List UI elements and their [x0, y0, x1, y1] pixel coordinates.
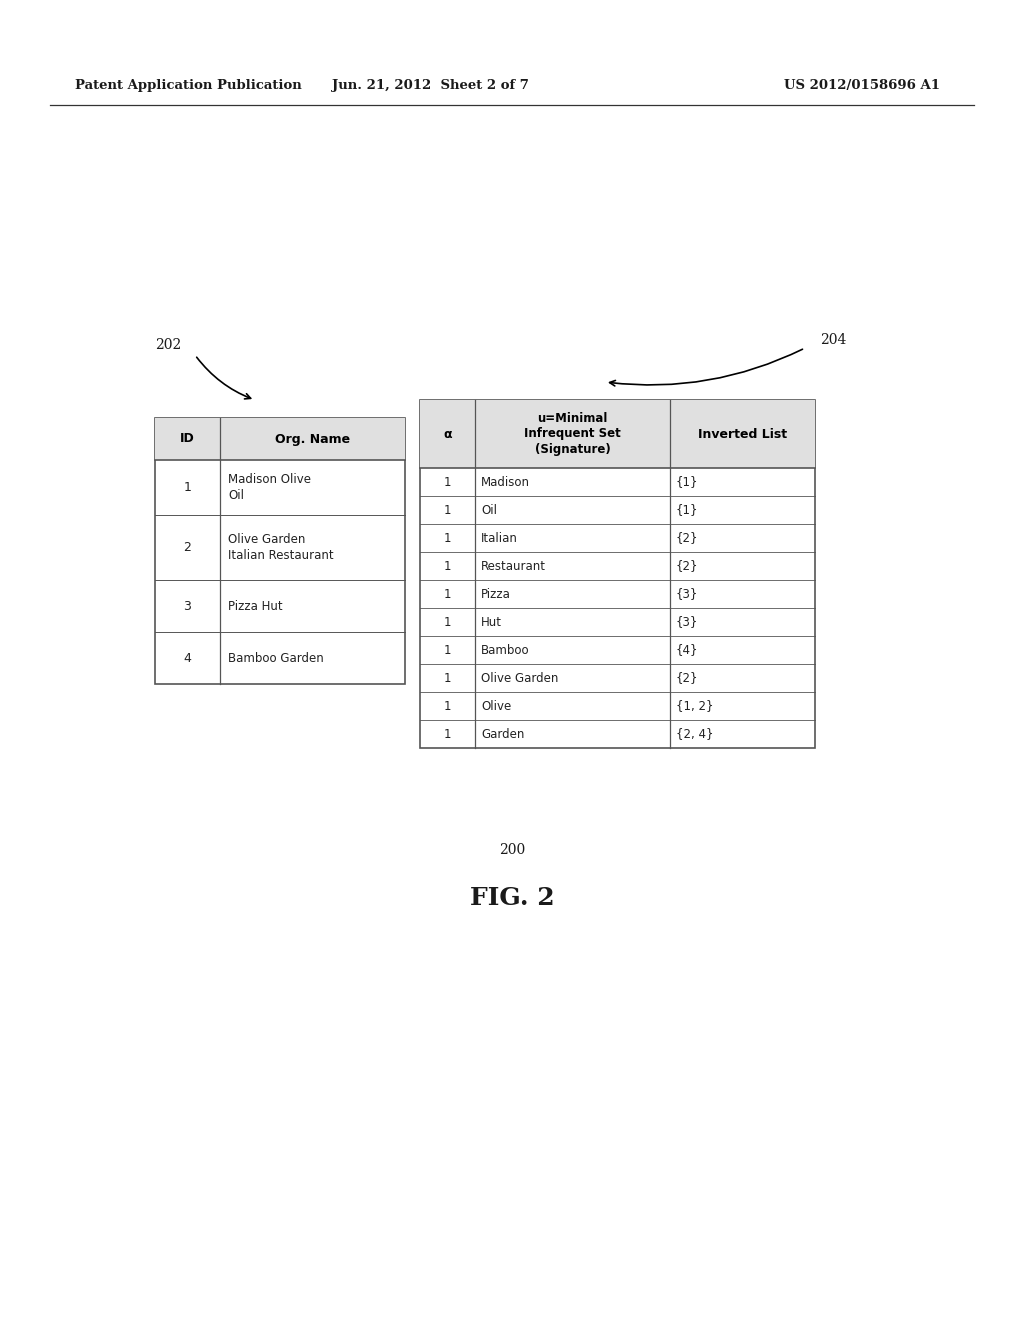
Text: {3}: {3}: [676, 615, 698, 628]
Text: Patent Application Publication: Patent Application Publication: [75, 78, 302, 91]
Text: {1}: {1}: [676, 475, 698, 488]
Text: Org. Name: Org. Name: [274, 433, 350, 446]
Text: {2}: {2}: [676, 672, 698, 685]
Text: 3: 3: [183, 599, 191, 612]
Text: {3}: {3}: [676, 587, 698, 601]
Text: {1, 2}: {1, 2}: [676, 700, 714, 713]
Text: Olive Garden
Italian Restaurant: Olive Garden Italian Restaurant: [228, 533, 334, 562]
Text: ID: ID: [180, 433, 195, 446]
Text: {1}: {1}: [676, 503, 698, 516]
Text: Pizza Hut: Pizza Hut: [228, 599, 283, 612]
Text: Oil: Oil: [481, 503, 497, 516]
Bar: [155, 418, 406, 459]
Text: {4}: {4}: [676, 644, 698, 656]
Text: 200: 200: [499, 843, 525, 857]
Text: 1: 1: [443, 532, 452, 544]
Text: {2, 4}: {2, 4}: [676, 727, 714, 741]
Text: 1: 1: [443, 587, 452, 601]
Text: 1: 1: [443, 503, 452, 516]
Text: Inverted List: Inverted List: [698, 428, 787, 441]
Text: FIG. 2: FIG. 2: [470, 886, 554, 909]
Text: Italian: Italian: [481, 532, 518, 544]
Text: 4: 4: [183, 652, 191, 664]
Bar: [155, 418, 406, 684]
Text: u=Minimal
Infrequent Set
(Signature): u=Minimal Infrequent Set (Signature): [524, 412, 621, 455]
Text: {2}: {2}: [676, 560, 698, 573]
Text: 1: 1: [443, 700, 452, 713]
Text: Jun. 21, 2012  Sheet 2 of 7: Jun. 21, 2012 Sheet 2 of 7: [332, 78, 528, 91]
Text: Madison Olive
Oil: Madison Olive Oil: [228, 473, 311, 502]
Text: Garden: Garden: [481, 727, 524, 741]
Text: 204: 204: [820, 333, 847, 347]
Text: Bamboo Garden: Bamboo Garden: [228, 652, 324, 664]
Text: Pizza: Pizza: [481, 587, 511, 601]
Text: 202: 202: [155, 338, 181, 352]
Text: Madison: Madison: [481, 475, 530, 488]
Text: Bamboo: Bamboo: [481, 644, 529, 656]
Text: 1: 1: [183, 480, 191, 494]
Text: US 2012/0158696 A1: US 2012/0158696 A1: [784, 78, 940, 91]
Text: α: α: [443, 428, 452, 441]
Text: 1: 1: [443, 615, 452, 628]
Text: 1: 1: [443, 475, 452, 488]
Text: Restaurant: Restaurant: [481, 560, 546, 573]
Text: Olive: Olive: [481, 700, 511, 713]
Text: 1: 1: [443, 644, 452, 656]
Text: {2}: {2}: [676, 532, 698, 544]
Text: Hut: Hut: [481, 615, 502, 628]
Bar: [420, 400, 815, 469]
Text: 1: 1: [443, 672, 452, 685]
Text: 2: 2: [183, 541, 191, 554]
Text: 1: 1: [443, 727, 452, 741]
Text: Olive Garden: Olive Garden: [481, 672, 558, 685]
Bar: [420, 400, 815, 748]
Text: 1: 1: [443, 560, 452, 573]
